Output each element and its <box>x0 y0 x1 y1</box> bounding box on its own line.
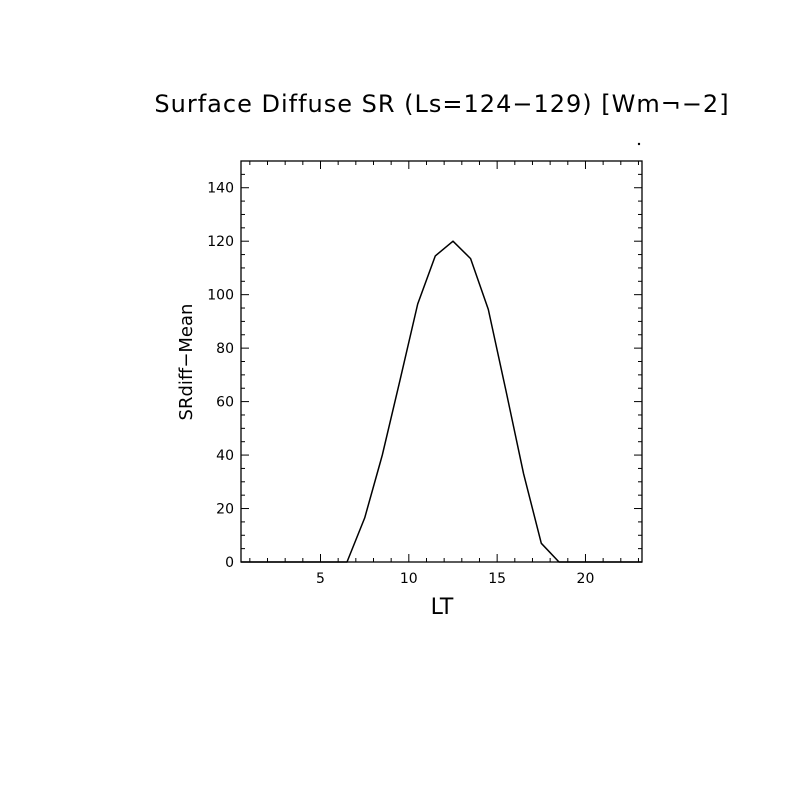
y-tick-label: 100 <box>207 288 234 304</box>
axes <box>240 160 643 563</box>
x-tick-label: 20 <box>577 571 595 587</box>
y-tick-label: 20 <box>216 502 234 518</box>
y-tick-label: 60 <box>216 395 234 411</box>
x-axis-label: LT <box>431 595 454 620</box>
corner-dot-mark <box>637 142 641 146</box>
series-lines <box>241 240 642 563</box>
x-tick-label: 10 <box>400 571 418 587</box>
x-tick-label: 15 <box>488 571 506 587</box>
y-tick-label: 80 <box>216 341 234 357</box>
y-tick-label: 40 <box>216 448 234 464</box>
y-tick-label: 0 <box>225 555 234 571</box>
y-tick-label: 140 <box>207 181 234 197</box>
chart-title: Surface Diffuse SR (Ls=124−129) [Wm¬−2] <box>154 90 729 118</box>
plot-frame <box>240 160 643 563</box>
tick-labels: 5 10 15 20 0 20 40 60 80 100 120 140 <box>207 181 594 587</box>
y-tick-label: 120 <box>207 234 234 250</box>
y-axis-label: SRdiff−Mean <box>176 304 197 421</box>
x-tick-label: 5 <box>316 571 325 587</box>
series-line <box>241 240 642 563</box>
axis-ticks <box>241 160 642 563</box>
